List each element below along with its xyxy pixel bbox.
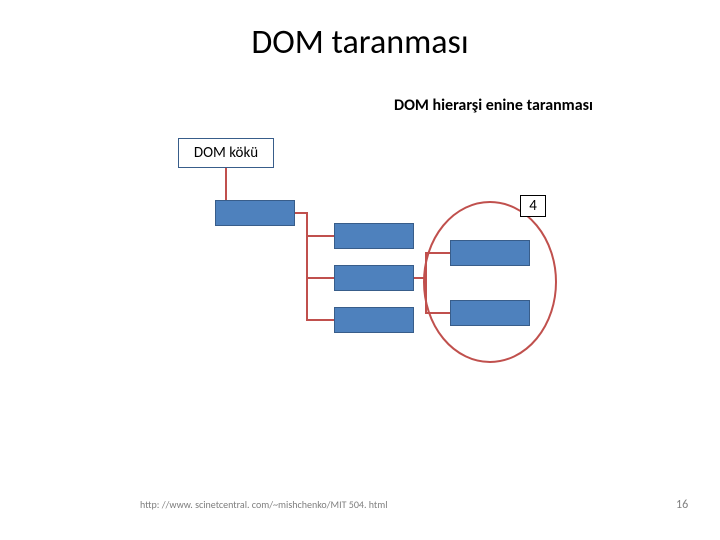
dom-node (334, 307, 414, 333)
dom-node (334, 223, 414, 249)
count-box: 4 (520, 195, 546, 217)
dom-node (215, 200, 295, 226)
page-title: DOM taranması (0, 22, 720, 63)
dom-node (334, 265, 414, 291)
diagram-subtitle: DOM hierarşi enine taranması (394, 96, 593, 115)
dom-node (450, 240, 530, 266)
page-number: 16 (676, 498, 688, 512)
dom-root-box: DOM kökü (178, 138, 274, 168)
dom-node (450, 300, 530, 326)
footer-url: http: //www. scinetcentral. com/~mishche… (140, 498, 388, 511)
